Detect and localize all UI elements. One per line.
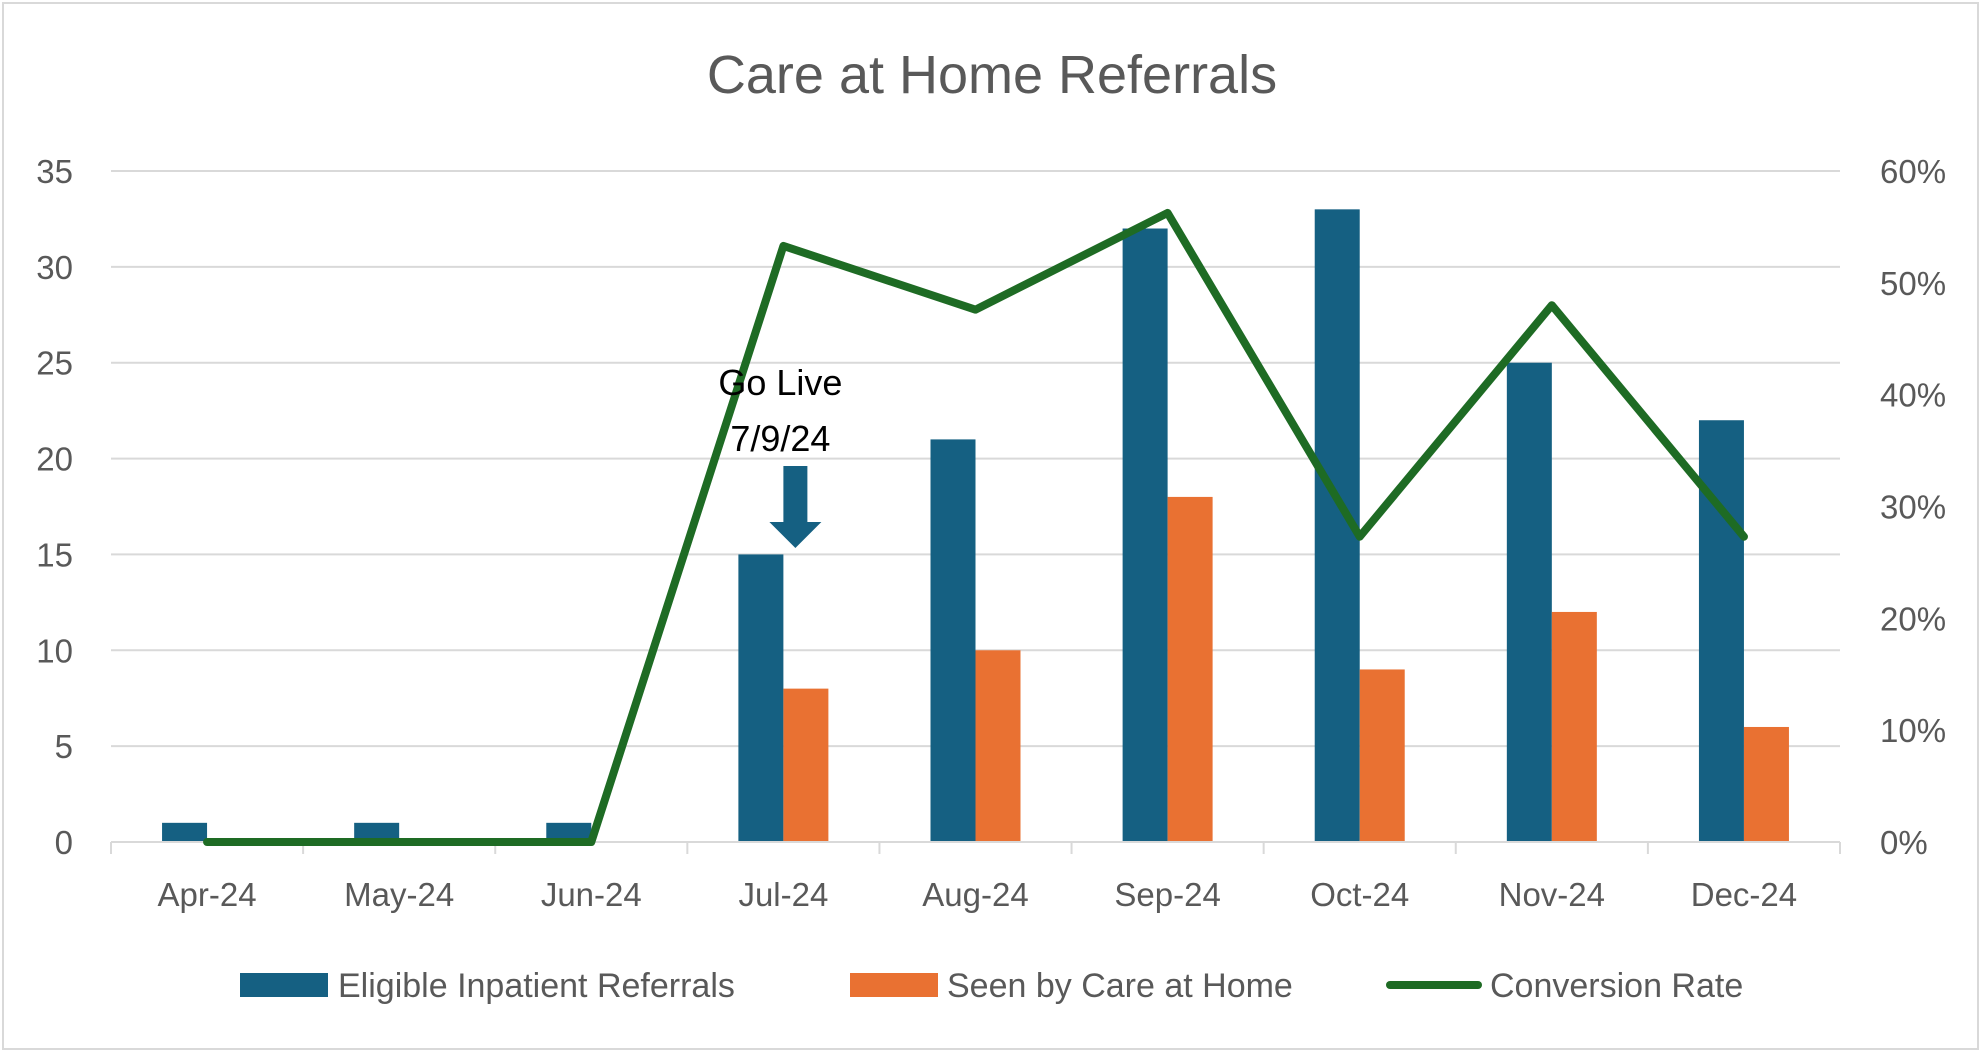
bar-seen-by-care-at-home	[1359, 669, 1405, 842]
x-tick-label: May-24	[344, 876, 454, 913]
bar-eligible-inpatient-referrals	[162, 822, 208, 842]
bar-eligible-inpatient-referrals	[1122, 228, 1168, 842]
y-right-tick-label: 40%	[1880, 377, 1946, 414]
bars	[162, 209, 1789, 843]
bar-seen-by-care-at-home	[1551, 611, 1597, 842]
legend: Eligible Inpatient Referrals Seen by Care…	[240, 967, 1743, 1005]
bar-eligible-inpatient-referrals	[1698, 420, 1744, 842]
annotation: Go Live 7/9/24	[718, 362, 842, 548]
x-tick-label: Aug-24	[922, 876, 1028, 913]
y-left-tick-label: 30	[36, 249, 73, 286]
x-tick-label: Apr-24	[158, 876, 257, 913]
x-tick-label: Oct-24	[1310, 876, 1409, 913]
bar-eligible-inpatient-referrals	[930, 439, 976, 842]
y-right-tick-label: 10%	[1880, 712, 1946, 749]
x-tick-label: Jul-24	[738, 876, 828, 913]
bar-eligible-inpatient-referrals	[546, 822, 592, 842]
bar-seen-by-care-at-home	[783, 688, 829, 842]
chart-title: Care at Home Referrals	[707, 45, 1277, 105]
annotation-label: 7/9/24	[730, 418, 830, 459]
x-tick-label: Jun-24	[541, 876, 642, 913]
legend-swatch	[240, 973, 328, 997]
y-left-tick-label: 20	[36, 441, 73, 478]
x-tick-label: Sep-24	[1114, 876, 1220, 913]
bar-seen-by-care-at-home	[1167, 496, 1213, 842]
y-right-tick-label: 20%	[1880, 600, 1946, 637]
bar-seen-by-care-at-home	[1743, 726, 1789, 842]
legend-label: Seen by Care at Home	[947, 967, 1293, 1005]
y-right-tick-label: 50%	[1880, 265, 1946, 302]
y-right-tick-label: 30%	[1880, 489, 1946, 526]
legend-label: Conversion Rate	[1490, 967, 1743, 1005]
y-left-tick-label: 35	[36, 153, 73, 190]
y-left-tick-label: 5	[55, 728, 73, 765]
y-left-tick-label: 0	[55, 824, 73, 861]
bar-seen-by-care-at-home	[975, 650, 1021, 842]
bar-eligible-inpatient-referrals	[738, 554, 784, 842]
x-tick-label: Nov-24	[1499, 876, 1605, 913]
y-right-tick-label: 0%	[1880, 824, 1928, 861]
y-left-tick-label: 10	[36, 632, 73, 669]
y-right-tick-label: 60%	[1880, 153, 1946, 190]
tick-labels: 0 5 10 15 20 25 30 35 0% 10% 20% 30% 40% 50% 60% Apr-24…	[36, 153, 1946, 913]
conversion-line	[203, 208, 1748, 846]
annotation-label: Go Live	[718, 362, 842, 403]
y-left-tick-label: 25	[36, 345, 73, 382]
legend-label: Eligible Inpatient Referrals	[338, 967, 735, 1005]
y-left-tick-label: 15	[36, 536, 73, 573]
annotation-arrow	[769, 466, 822, 548]
bar-eligible-inpatient-referrals	[1506, 362, 1552, 842]
conversion-rate-line	[203, 208, 1748, 846]
x-tick-label: Dec-24	[1691, 876, 1797, 913]
bar-eligible-inpatient-referrals	[354, 822, 400, 842]
legend-swatch	[850, 973, 938, 997]
